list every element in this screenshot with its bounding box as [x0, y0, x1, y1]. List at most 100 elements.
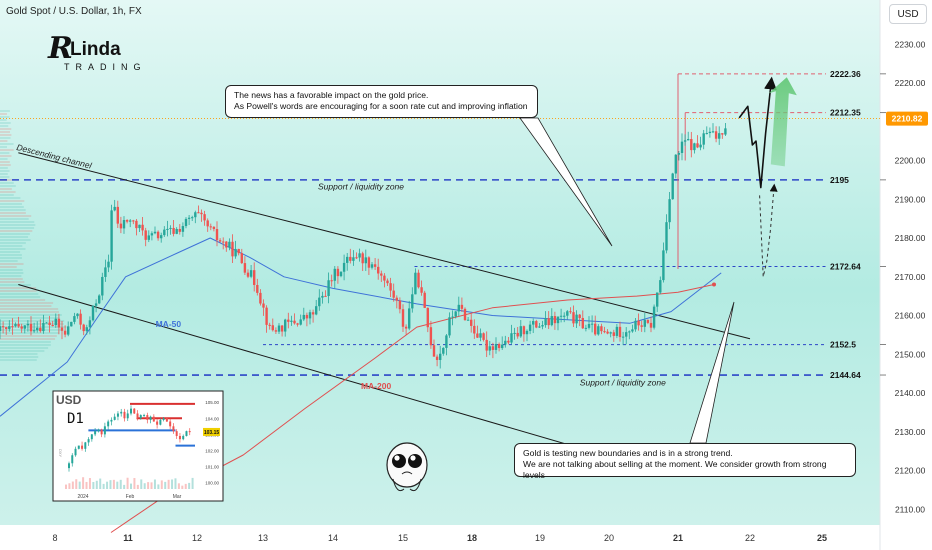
inset-volume-bar [123, 484, 126, 489]
inset-candle-body [133, 408, 136, 414]
candle-body [603, 331, 606, 333]
candle-body [485, 339, 488, 351]
sticker-eye-right [408, 454, 422, 468]
candle-body [420, 287, 423, 293]
candle-body [528, 324, 532, 331]
inset-candle-body [165, 418, 168, 422]
candle-body [553, 316, 557, 324]
candle-body [119, 223, 123, 229]
candle-body [318, 297, 321, 307]
candle-body [91, 305, 95, 321]
candle-body [677, 152, 681, 155]
candle-body [693, 143, 696, 151]
candle-body [336, 268, 340, 277]
volume-profile-bar [0, 176, 10, 178]
candle-body [333, 268, 336, 281]
candle-body [609, 332, 612, 334]
inset-candle-body [74, 448, 77, 456]
inset-candle-body [123, 411, 126, 419]
price-tick-label: 2230.00 [895, 39, 926, 49]
volume-profile-bar [0, 305, 52, 307]
candle-body [228, 241, 231, 248]
dxy-inset-chart: USDD1105.00104.00103.00102.00101.00100.0… [52, 390, 224, 502]
candle-body [293, 320, 296, 324]
inset-candle-body [188, 431, 191, 433]
candle-body [513, 332, 516, 334]
candle-body [212, 226, 216, 230]
inset-y-label: 105.00 [205, 400, 219, 405]
candle-body [429, 327, 433, 346]
candle-body [705, 133, 708, 135]
candle-body [144, 230, 147, 240]
candle-body [271, 325, 274, 331]
candle-body [411, 294, 414, 309]
inset-candle-body [107, 421, 110, 427]
volume-profile-bar [0, 242, 26, 244]
chart-title[interactable]: Gold Spot / U.S. Dollar, 1h, FX [6, 6, 142, 17]
price-tick-label: 2160.00 [895, 311, 926, 321]
candle-body [187, 217, 191, 219]
candle-body [268, 324, 271, 326]
candle-body [538, 326, 541, 328]
price-tick-label: 2110.00 [895, 504, 925, 514]
candle-body [699, 144, 702, 148]
candle-body [147, 235, 150, 240]
candle-body [253, 270, 256, 285]
volume-profile-bar [0, 161, 10, 163]
inset-volume-bar [102, 483, 105, 489]
candle-body [386, 280, 389, 284]
candle-body [349, 256, 352, 261]
level-label: 2144.64 [830, 370, 861, 380]
inset-candle-body [156, 421, 159, 425]
inset-volume-bar [140, 479, 143, 489]
volume-profile-bar [0, 344, 51, 346]
inset-candle-body [87, 439, 90, 443]
candle-body [184, 218, 188, 227]
candle-body [454, 311, 457, 317]
candle-body [671, 173, 674, 200]
candle-body [544, 318, 547, 326]
volume-profile-bar [0, 116, 10, 118]
candle-body [94, 303, 98, 306]
candle-body [218, 240, 222, 242]
volume-profile-bar [0, 146, 7, 148]
candle-body [163, 229, 166, 236]
zone-label: Support / liquidity zone [580, 377, 666, 387]
inset-y-label: 104.00 [205, 416, 219, 421]
volume-profile-bar [0, 170, 10, 172]
candle-body [203, 214, 206, 221]
inset-volume-bar [147, 482, 150, 489]
candle-body [355, 257, 358, 259]
time-tick-label: 18 [467, 533, 477, 543]
volume-profile-bar [0, 257, 22, 259]
candle-body [79, 313, 82, 325]
candle-body [315, 306, 318, 315]
inset-volume-bar [68, 483, 71, 489]
volume-profile-bar [0, 122, 11, 124]
candle-body [572, 312, 575, 324]
candle-body [473, 325, 476, 334]
inset-volume-bar [99, 478, 102, 489]
candle-body [104, 267, 107, 277]
inset-candle-body [178, 435, 181, 440]
candle-body [274, 330, 278, 332]
candle-body [132, 220, 135, 222]
inset-candle-body [71, 455, 74, 464]
candle-body [321, 295, 324, 298]
candle-body [222, 241, 225, 243]
inset-volume-bar [160, 480, 163, 489]
candle-body [494, 344, 498, 350]
inset-candle-body [130, 408, 132, 414]
volume-profile-bar [0, 275, 22, 277]
volume-profile-bar [0, 131, 10, 133]
inset-volume-bar [112, 479, 115, 489]
candle-body [625, 332, 628, 337]
currency-button[interactable]: USD [889, 4, 927, 24]
inset-candle-body [77, 445, 80, 449]
inset-volume-bar [126, 477, 129, 489]
volume-profile-bar [0, 167, 8, 169]
news-callout-line-1: The news has a favorable impact on the g… [234, 90, 429, 100]
inset-timeframe: D1 [67, 411, 84, 427]
candle-body [36, 327, 39, 331]
